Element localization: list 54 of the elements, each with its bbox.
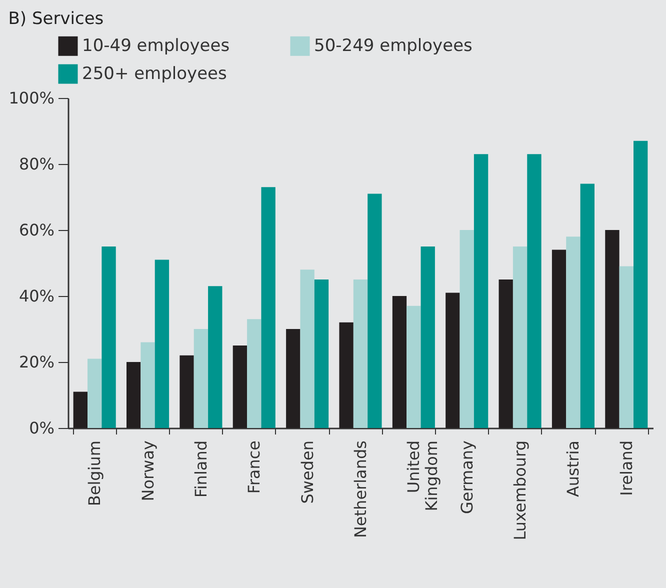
bar (140, 342, 155, 428)
bar (126, 362, 141, 428)
x-tick-label: Austria (564, 440, 583, 498)
bar (552, 250, 566, 428)
bar (180, 355, 194, 428)
y-tick-label: 80% (18, 154, 54, 174)
bar (314, 280, 329, 428)
bar (88, 358, 102, 428)
x-tick-label: Germany (457, 440, 476, 514)
bar (232, 346, 248, 428)
x-tick-label: Belgium (85, 440, 104, 506)
y-tick-label: 20% (18, 352, 54, 372)
bar (208, 286, 222, 428)
bar (420, 246, 435, 428)
legend-label: 10-49 employees (82, 36, 230, 56)
bar (392, 296, 407, 428)
bar (194, 329, 208, 428)
bar (102, 246, 116, 428)
bar (368, 194, 382, 428)
x-tick-label: Norway (138, 440, 158, 502)
bar (300, 270, 314, 428)
x-tick-label: Luxembourg (510, 440, 530, 540)
y-tick-label: 0% (29, 418, 54, 438)
bar (512, 246, 528, 428)
bar (261, 187, 276, 428)
bar (498, 280, 513, 428)
x-tick-label: France (244, 440, 264, 494)
bar (634, 140, 648, 428)
bar (73, 392, 88, 428)
bar (566, 236, 580, 428)
y-tick-label: 40% (18, 286, 54, 306)
bar (580, 184, 594, 428)
x-tick-label: Netherlands (351, 440, 370, 538)
bar (286, 329, 300, 428)
x-tick-label: United Kingdom (404, 440, 442, 512)
x-tick-label: Finland (191, 440, 210, 498)
bar (154, 260, 170, 428)
bar (605, 230, 620, 428)
x-tick-label: Sweden (298, 440, 317, 504)
y-tick-label: 100% (8, 88, 54, 108)
bar (527, 154, 542, 428)
bar (247, 319, 262, 428)
legend-label: 250+ employees (82, 64, 228, 84)
bar (339, 322, 354, 428)
bar (406, 306, 421, 428)
chart-title: B) Services (8, 9, 104, 29)
bar (446, 292, 460, 428)
y-tick-label: 60% (18, 220, 54, 240)
legend-label: 50-249 employees (314, 36, 473, 56)
bar (460, 230, 474, 428)
bar (353, 280, 368, 428)
x-tick-label: Ireland (616, 440, 636, 496)
bar (619, 266, 634, 428)
bar (474, 154, 488, 428)
